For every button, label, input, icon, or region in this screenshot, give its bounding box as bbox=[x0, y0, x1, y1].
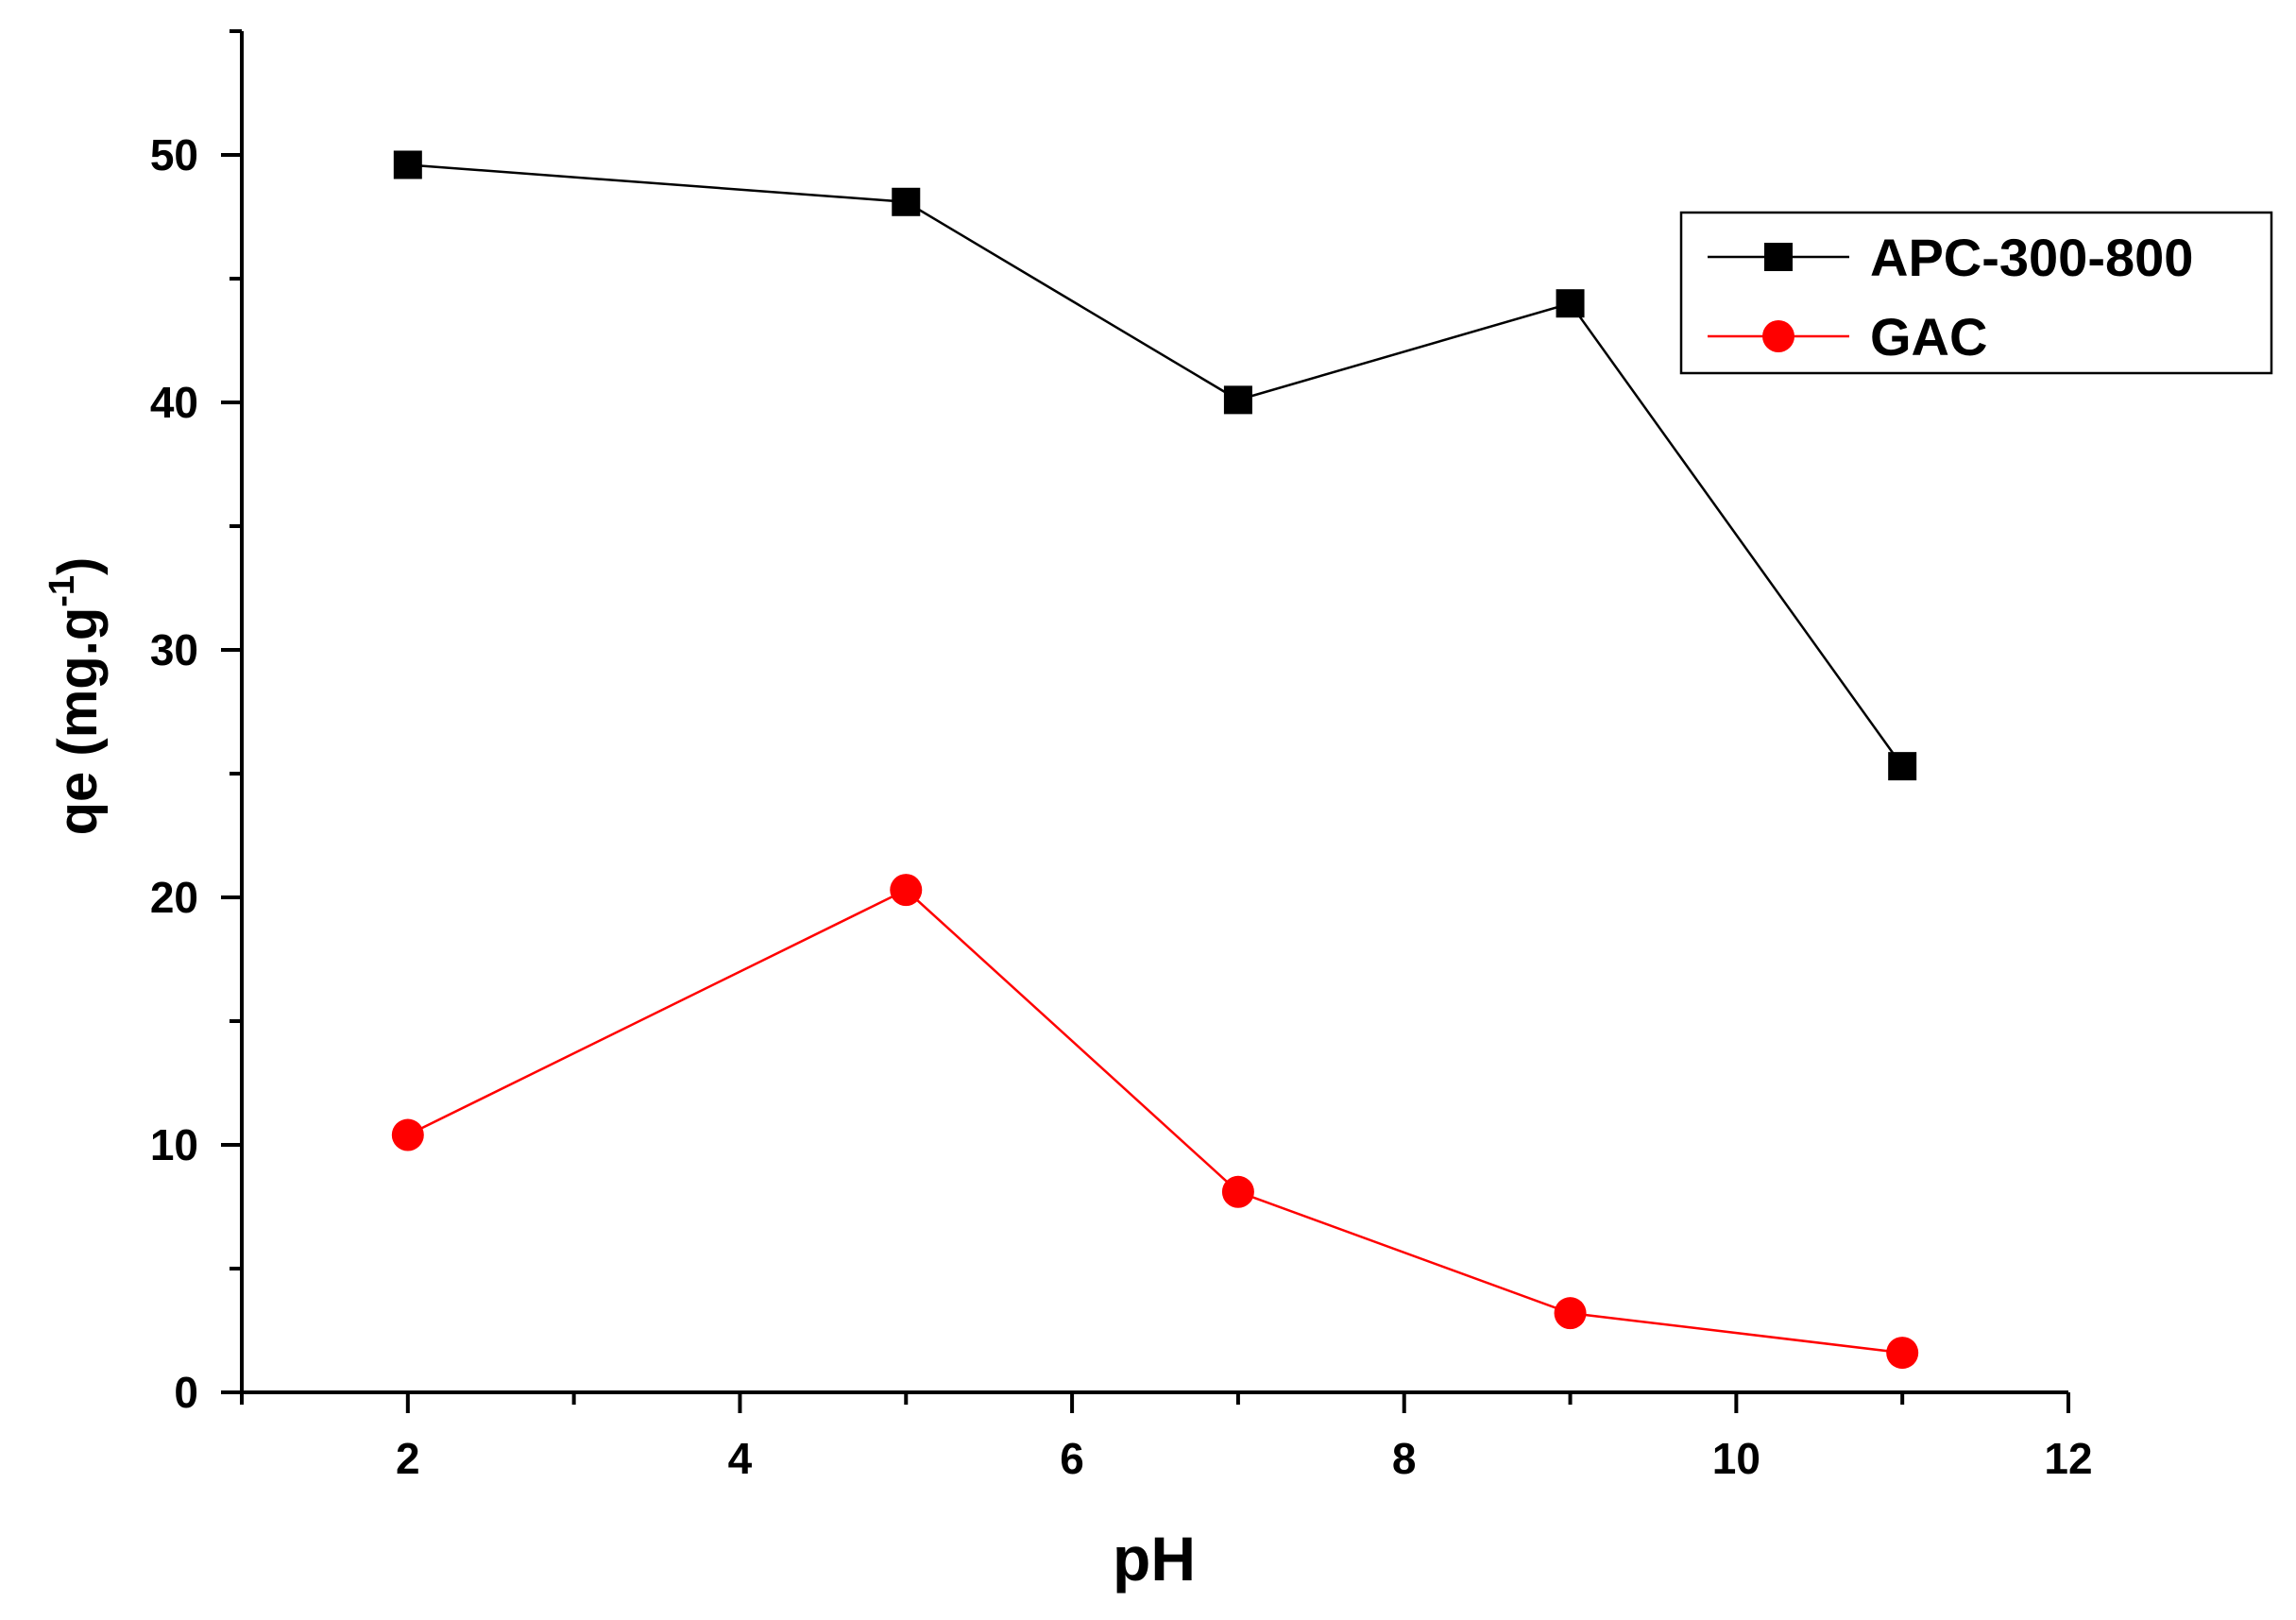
series-line-gac bbox=[407, 888, 1903, 1355]
y-tick-label: 50 bbox=[150, 130, 198, 179]
data-point-gac bbox=[890, 874, 923, 907]
y-tick-label: 0 bbox=[174, 1368, 198, 1417]
x-tick-label: 2 bbox=[396, 1434, 420, 1483]
series-line-apc-300-800 bbox=[407, 163, 1904, 767]
legend-label-apc-300-800: APC-300-800 bbox=[1870, 228, 2193, 287]
y-axis-label-superscript: -1 bbox=[43, 575, 82, 607]
data-point-apc-300-800 bbox=[393, 150, 422, 179]
x-tick-label: 10 bbox=[1712, 1434, 1760, 1483]
data-point-gac bbox=[1886, 1337, 1919, 1370]
y-tick-label: 40 bbox=[150, 378, 198, 427]
x-tick-label: 12 bbox=[2044, 1434, 2092, 1483]
x-axis-label: pH bbox=[1113, 1524, 1196, 1594]
y-axis-label-close: ) bbox=[47, 557, 109, 575]
data-point-gac bbox=[391, 1118, 424, 1151]
data-point-apc-300-800 bbox=[892, 187, 921, 216]
axes: 2 4 6 8 10 12 0 10 20 30 40 50 bbox=[150, 29, 2093, 1483]
y-axis-label-main: qe (mg.g bbox=[47, 607, 109, 836]
x-tick-label: 4 bbox=[728, 1434, 753, 1483]
data-point-gac bbox=[1554, 1297, 1587, 1330]
data-point-apc-300-800 bbox=[1556, 289, 1585, 318]
plot-area bbox=[391, 150, 1919, 1370]
legend-marker-apc-300-800 bbox=[1764, 243, 1793, 271]
y-tick-label: 20 bbox=[150, 873, 198, 922]
data-point-gac bbox=[1221, 1175, 1254, 1208]
x-tick-label: 6 bbox=[1060, 1434, 1084, 1483]
legend: APC-300-800 GAC bbox=[1679, 211, 2273, 375]
data-point-apc-300-800 bbox=[1223, 385, 1252, 415]
y-axis-label: qe (mg.g-1) bbox=[43, 557, 109, 836]
data-point-apc-300-800 bbox=[1888, 752, 1917, 781]
legend-label-gac: GAC bbox=[1870, 307, 1987, 367]
y-tick-label: 30 bbox=[150, 625, 198, 674]
x-tick-label: 8 bbox=[1392, 1434, 1417, 1483]
y-tick-label: 10 bbox=[150, 1120, 198, 1169]
legend-marker-gac bbox=[1762, 320, 1794, 352]
